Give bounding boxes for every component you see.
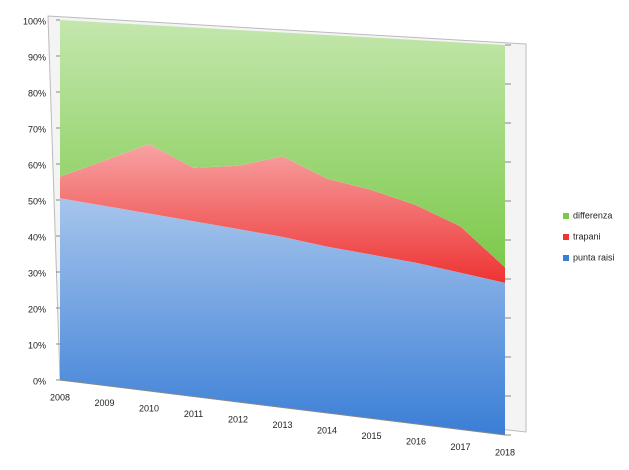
axis-line bbox=[59, 379, 506, 436]
x-tick-label: 2013 bbox=[272, 420, 292, 430]
y-tick-label: 90% bbox=[28, 52, 46, 62]
area bbox=[60, 143, 505, 283]
y-tick-label: 20% bbox=[28, 304, 46, 314]
legend-swatch bbox=[563, 234, 569, 240]
x-tick-label: 2011 bbox=[184, 409, 203, 419]
x-tick-label: 2015 bbox=[361, 431, 381, 441]
legend-label: differenza bbox=[573, 210, 612, 220]
y-tick-label: 100% bbox=[23, 16, 46, 26]
y-tick-label: 60% bbox=[28, 160, 46, 170]
x-tick-label: 2016 bbox=[406, 436, 426, 446]
x-tick-label: 2012 bbox=[228, 414, 248, 424]
y-tick-label: 50% bbox=[28, 196, 46, 206]
area bbox=[60, 20, 505, 268]
legend-label: trapani bbox=[573, 231, 601, 241]
legend-label: punta raisi bbox=[573, 252, 615, 262]
y-tick-label: 40% bbox=[28, 232, 46, 242]
y-tick-label: 70% bbox=[28, 124, 46, 134]
legend-swatch bbox=[563, 213, 569, 219]
x-tick-label: 2018 bbox=[495, 447, 515, 457]
y-tick-label: 10% bbox=[28, 340, 46, 350]
y-tick-label: 30% bbox=[28, 268, 46, 278]
y-tick-label: 80% bbox=[28, 88, 46, 98]
x-tick-label: 2008 bbox=[50, 392, 70, 402]
legend-swatch bbox=[563, 255, 569, 261]
y-tick-label: 0% bbox=[33, 376, 46, 386]
x-tick-label: 2017 bbox=[450, 442, 470, 452]
x-tick-label: 2014 bbox=[317, 425, 337, 435]
x-tick-label: 2010 bbox=[139, 403, 159, 413]
area bbox=[60, 198, 505, 435]
x-tick-label: 2009 bbox=[94, 398, 114, 408]
